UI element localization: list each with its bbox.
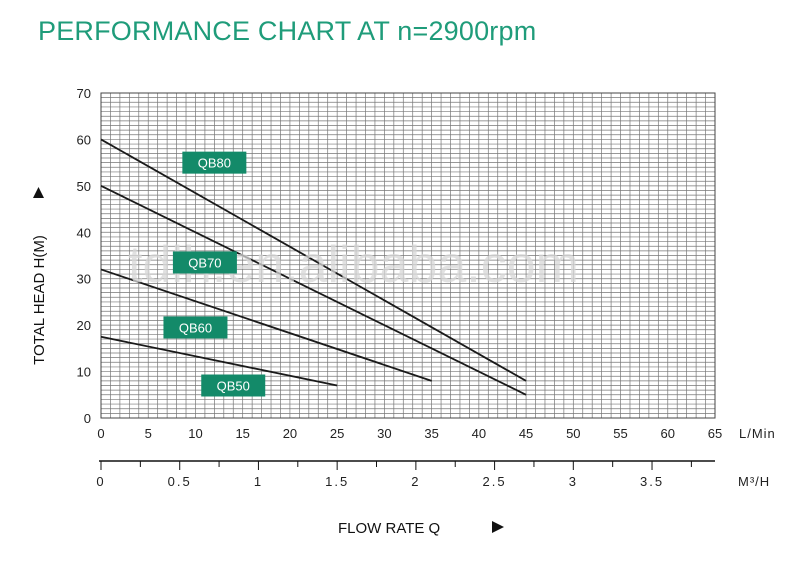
- series-label-box: [182, 151, 247, 174]
- series-line-qb70: [100, 185, 527, 396]
- x-tick-label: 40: [472, 426, 486, 441]
- x-tick-label: 15: [235, 426, 249, 441]
- series-label-box: [163, 316, 228, 339]
- series-labels: QB80 QB70 QB60 QB50: [163, 151, 266, 397]
- series-label-text: QB50: [217, 379, 250, 394]
- secondary-x-tick-label: 3: [569, 474, 578, 489]
- series-label-qb60: QB60: [163, 316, 228, 339]
- series-line-qb50: [100, 335, 338, 387]
- series-line-qb60: [100, 268, 432, 382]
- chart-title: PERFORMANCE CHART AT n=2900rpm: [38, 16, 537, 46]
- secondary-x-tick-label: 1: [254, 474, 263, 489]
- secondary-x-tick-label: 3.5: [640, 474, 664, 489]
- x-tick-label: 50: [566, 426, 580, 441]
- secondary-x-axis-unit: M³/H: [738, 474, 770, 489]
- series-label-text: QB60: [179, 320, 212, 335]
- secondary-x-tick-label: 2.5: [483, 474, 507, 489]
- x-tick-label: 20: [283, 426, 297, 441]
- series-label-text: QB70: [188, 255, 221, 270]
- plot-frame: [100, 92, 716, 419]
- y-tick-label: 10: [77, 365, 91, 380]
- series-label-qb50: QB50: [201, 374, 266, 397]
- series-label-qb70: QB70: [172, 251, 237, 274]
- y-tick-label: 60: [77, 132, 91, 147]
- y-tick-label: 40: [77, 225, 91, 240]
- x-tick-label: 45: [519, 426, 533, 441]
- y-tick-label: 20: [77, 318, 91, 333]
- secondary-x-tick-label: 0: [96, 474, 105, 489]
- y-tick-label: 30: [77, 272, 91, 287]
- x-axis-label: FLOW RATE Q: [338, 520, 440, 537]
- series-label-box: [201, 374, 266, 397]
- x-tick-label: 35: [424, 426, 438, 441]
- secondary-x-tick-label: 2: [411, 474, 420, 489]
- up-arrow-icon: [33, 187, 44, 198]
- x-tick-label: 65: [708, 426, 722, 441]
- series-label-qb80: QB80: [182, 151, 247, 174]
- secondary-x-tick-label: 1.5: [325, 474, 349, 489]
- x-axis-unit: L/Min: [739, 426, 776, 441]
- series-line-qb80: [100, 138, 527, 382]
- x-tick-label: 5: [145, 426, 152, 441]
- series-lines: [100, 138, 527, 396]
- x-tick-label: 55: [613, 426, 627, 441]
- x-tick-label: 30: [377, 426, 391, 441]
- x-tick-label: 0: [97, 426, 104, 441]
- y-axis-label: TOTAL HEAD H(M): [31, 235, 48, 365]
- y-tick-label: 0: [84, 411, 91, 426]
- series-label-text: QB80: [198, 156, 231, 171]
- y-tick-label: 50: [77, 179, 91, 194]
- x-tick-label: 25: [330, 426, 344, 441]
- secondary-x-tick-label: 0.5: [168, 474, 192, 489]
- x-tick-label: 60: [661, 426, 675, 441]
- right-arrow-icon: [492, 521, 504, 533]
- series-label-box: [172, 251, 237, 274]
- x-tick-label: 10: [188, 426, 202, 441]
- y-tick-label: 70: [77, 86, 91, 101]
